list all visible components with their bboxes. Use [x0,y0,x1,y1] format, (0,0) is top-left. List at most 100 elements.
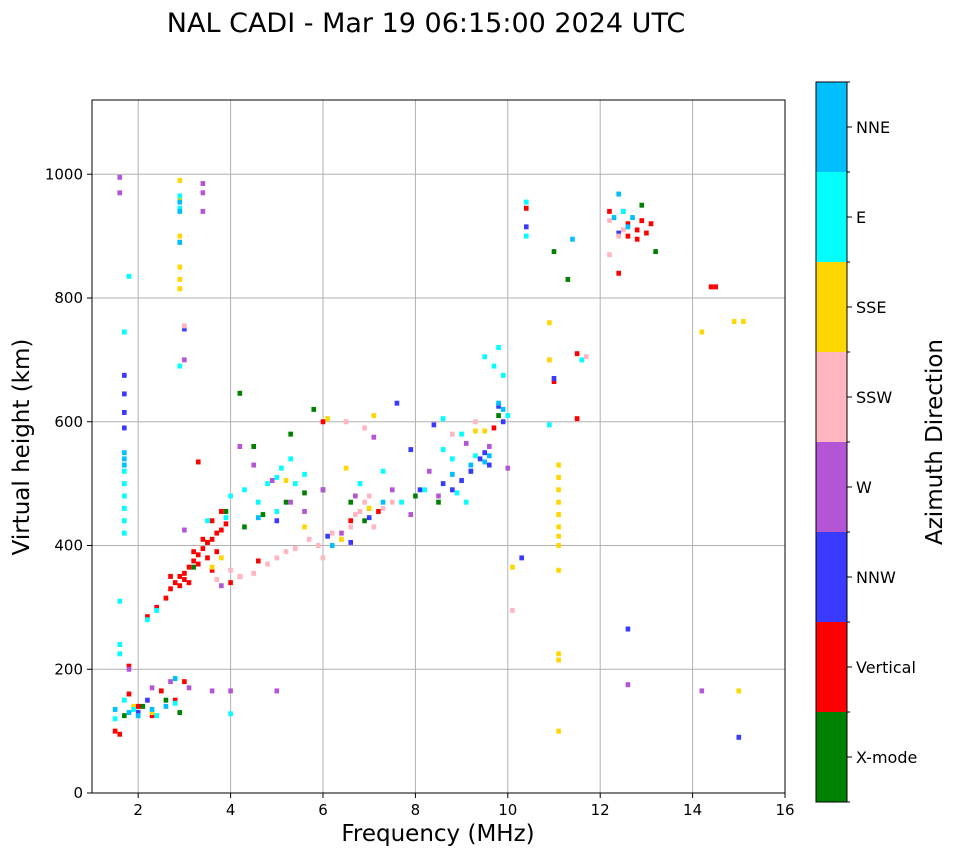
data-cell [122,372,127,378]
data-cell [242,524,247,530]
colorbar-frame [815,81,848,803]
data-cell [274,555,280,561]
data-cell [283,478,289,484]
data-cell [547,357,552,363]
data-cell [473,419,478,425]
data-cell [112,716,118,722]
data-cell [311,406,317,412]
data-cell [126,663,132,669]
data-cell [145,617,150,623]
data-cell [556,474,561,480]
data-cell [565,276,571,282]
data-cell [182,527,187,533]
data-cell [625,221,631,227]
data-cell [122,697,127,703]
data-cell [122,450,127,456]
data-cell [389,499,395,505]
data-cell [122,481,127,487]
data-cell [177,239,183,245]
data-cell [380,468,386,474]
data-cell [440,447,446,453]
data-cell [357,508,363,514]
data-cell [482,459,488,465]
data-cell [653,249,658,255]
data-cell [482,428,488,434]
data-cell [117,731,123,737]
data-cell [436,493,441,499]
data-cell [625,682,631,688]
data-cell [154,607,159,613]
data-cell [122,456,127,462]
x-tick-label: 8 [411,801,421,819]
data-cell [131,703,136,709]
x-axis-ticks: 2 4 6 8 10 12 14 16 [133,793,795,819]
data-cell [149,710,155,716]
colorbar-segment [816,622,847,712]
plot-frame [91,99,786,794]
data-cell [519,555,524,561]
data-cell [191,558,196,564]
data-cell [611,215,617,221]
data-cell [117,190,123,196]
data-cell [158,688,164,694]
data-cell [172,697,178,703]
data-cell [117,642,123,647]
data-cell [394,400,400,406]
data-cell [126,691,132,697]
data-cell [177,193,183,199]
data-cell [547,422,552,428]
data-cell [699,688,705,694]
data-cell [122,518,127,524]
data-cell [339,530,344,536]
data-cell [163,697,169,703]
colorbar-tick-label: SSW [856,388,892,407]
data-cell [713,284,719,290]
data-cell [122,713,127,719]
data-cell [149,685,155,691]
y-tick-label: 600 [54,413,83,431]
colorbar-segment [816,262,847,352]
data-cell [473,428,478,434]
data-cell [283,499,289,505]
y-tick-label: 1000 [45,165,83,183]
data-cell [736,688,742,694]
data-cell [625,224,631,230]
data-cell [209,688,215,694]
data-cell [228,711,233,717]
data-cell [251,570,257,576]
data-cell [209,518,215,524]
data-cell [496,403,501,409]
data-cell [362,499,367,505]
data-cell [131,706,136,712]
data-cell [422,487,427,493]
data-cell [237,390,243,396]
data-cell [182,679,187,685]
data-cell [292,481,298,487]
x-tick-label: 10 [498,801,517,819]
data-cell [523,224,529,230]
colorbar-tick-label: X-mode [856,748,917,767]
x-tick-label: 14 [683,801,702,819]
data-cell [168,586,173,592]
data-cell [274,518,280,524]
data-cell [450,471,455,477]
data-cell [112,706,118,712]
data-cell [214,530,220,536]
data-cell [556,657,561,663]
data-cell [339,536,344,542]
data-cell [302,490,307,496]
data-cell [172,676,178,682]
data-cell [570,236,575,242]
data-cell [205,539,210,545]
data-cell [353,512,358,518]
data-cell [302,524,307,530]
data-cell [584,354,589,360]
data-cell [145,614,150,620]
data-cell [639,218,645,224]
data-cell [556,462,561,468]
y-axis-label: Virtual height (km) [9,339,35,556]
data-cell [122,329,127,335]
data-cell [556,512,561,518]
data-cell [644,230,649,236]
data-cell [574,416,580,422]
